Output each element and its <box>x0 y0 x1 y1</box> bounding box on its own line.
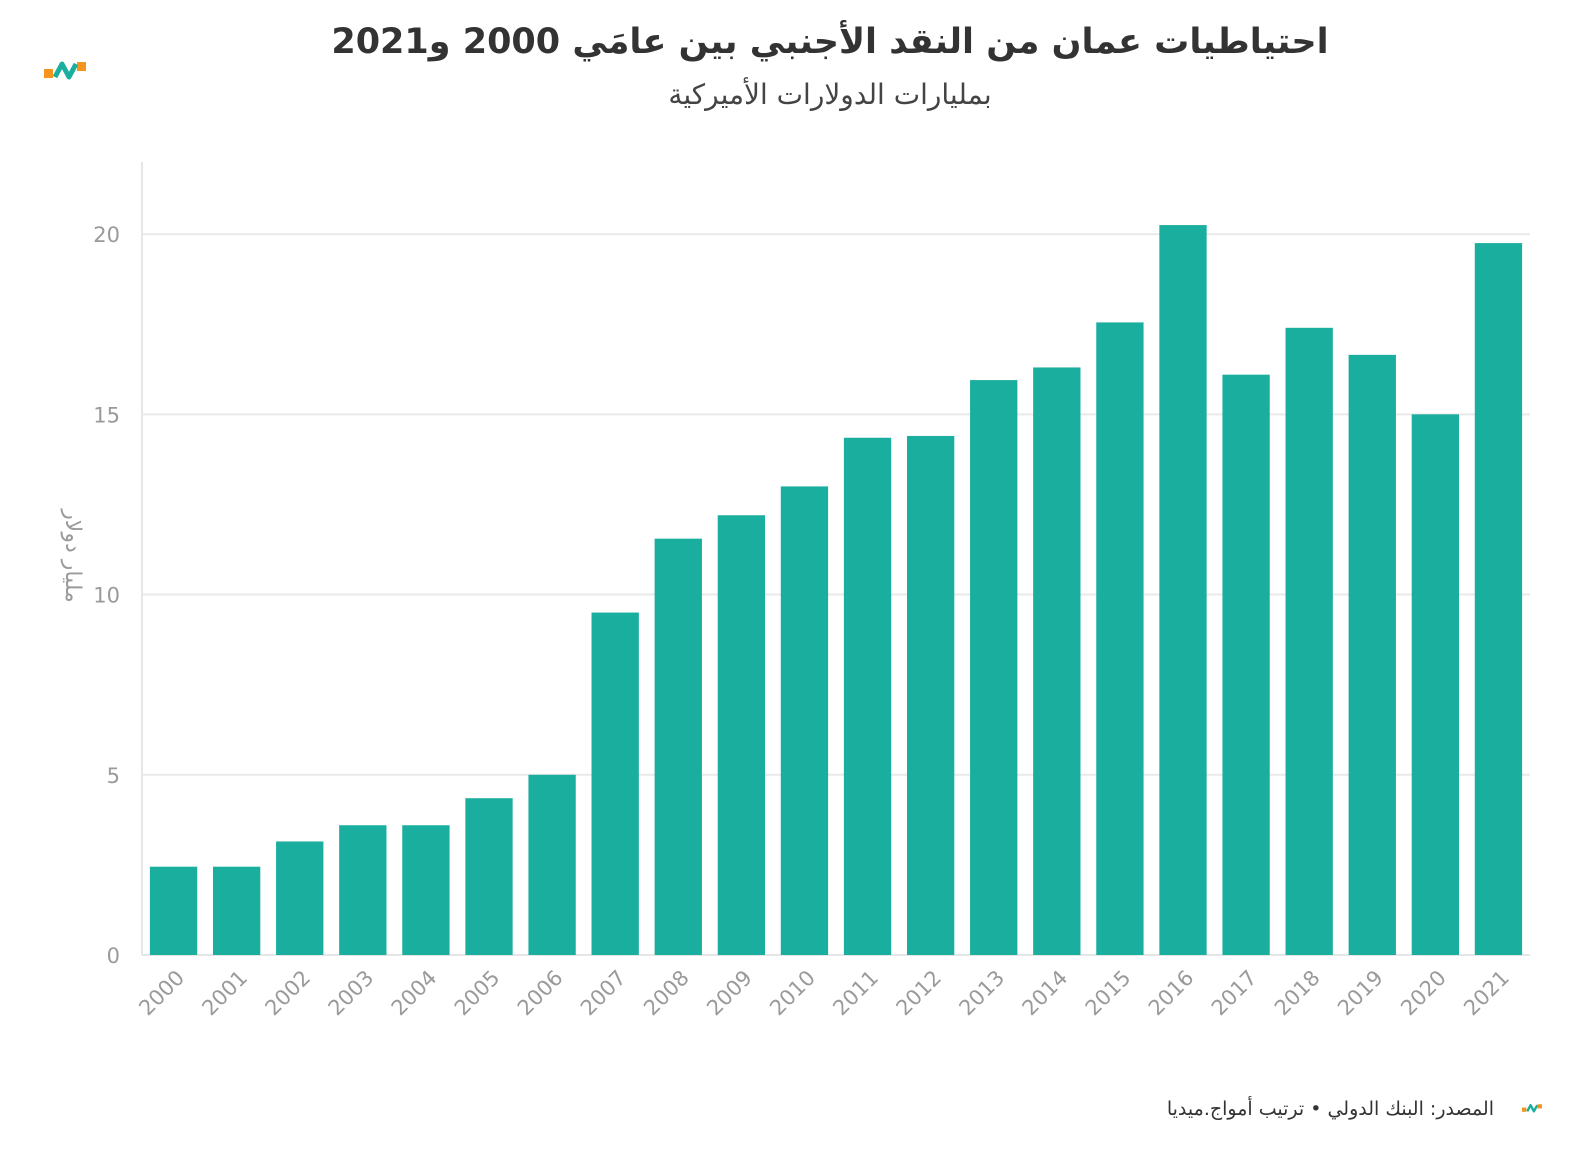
bar <box>1033 367 1081 955</box>
x-tick-label: 2017 <box>1207 966 1262 1021</box>
x-tick-label: 2012 <box>891 966 946 1021</box>
x-tick-label: 2020 <box>1396 966 1451 1021</box>
bar <box>1348 354 1396 956</box>
x-axis-ticks: 2000 2001 2002 2003 2004 2005 2006 2007 2008 2009… <box>134 966 1514 1021</box>
x-tick-label: 2005 <box>450 966 505 1021</box>
x-tick-label: 2019 <box>1333 966 1388 1021</box>
bar <box>843 437 892 955</box>
chart-title: احتياطيات عمان من النقد الأجنبي بين عامَ… <box>331 22 1329 62</box>
y-axis-label: مليار دولار <box>60 508 85 603</box>
y-tick-label: 0 <box>107 944 120 968</box>
y-tick-label: 10 <box>93 584 120 608</box>
bar <box>591 612 639 955</box>
bar <box>465 798 513 955</box>
x-tick-label: 2009 <box>702 966 757 1021</box>
bar <box>780 486 829 955</box>
bar <box>402 825 450 955</box>
y-axis-ticks: 0 5 10 15 20 <box>93 223 120 968</box>
bar <box>339 825 387 955</box>
x-tick-label: 2014 <box>1018 966 1073 1021</box>
y-tick-label: 20 <box>93 223 120 247</box>
x-tick-label: 2006 <box>513 966 568 1021</box>
amwaj-logo-icon <box>44 61 86 80</box>
x-tick-label: 2010 <box>765 966 820 1021</box>
x-tick-label: 2000 <box>134 966 189 1021</box>
x-tick-label: 2015 <box>1081 966 1136 1021</box>
bar <box>1222 374 1270 955</box>
bar <box>906 435 955 956</box>
x-tick-label: 2001 <box>197 966 252 1021</box>
bar <box>276 841 324 955</box>
x-tick-label: 2002 <box>260 966 315 1021</box>
bar <box>717 515 766 955</box>
bar <box>528 774 576 955</box>
bar <box>149 866 198 955</box>
bar <box>1411 414 1460 955</box>
bar <box>212 866 261 955</box>
bar <box>1159 225 1207 956</box>
bar <box>1096 322 1144 955</box>
bar <box>1474 243 1523 955</box>
y-tick-label: 15 <box>93 403 120 427</box>
x-tick-label: 2018 <box>1270 966 1325 1021</box>
amwaj-logo-small-icon <box>1522 1103 1542 1113</box>
bar <box>654 538 702 955</box>
x-tick-label: 2003 <box>324 966 379 1021</box>
bar <box>1285 327 1333 955</box>
bars <box>149 225 1523 956</box>
x-tick-label: 2004 <box>387 966 442 1021</box>
y-tick-label: 5 <box>107 764 120 788</box>
x-tick-label: 2021 <box>1459 966 1514 1021</box>
chart-subtitle: بمليارات الدولارات الأميركية <box>668 78 992 111</box>
x-tick-label: 2016 <box>1144 966 1199 1021</box>
x-tick-label: 2011 <box>828 966 883 1021</box>
x-tick-label: 2008 <box>639 966 694 1021</box>
x-tick-label: 2007 <box>576 966 631 1021</box>
x-tick-label: 2013 <box>954 966 1009 1021</box>
source-credit: المصدر: البنك الدولي • ترتيب أمواج.ميديا <box>1166 1098 1494 1120</box>
bar <box>970 380 1018 955</box>
